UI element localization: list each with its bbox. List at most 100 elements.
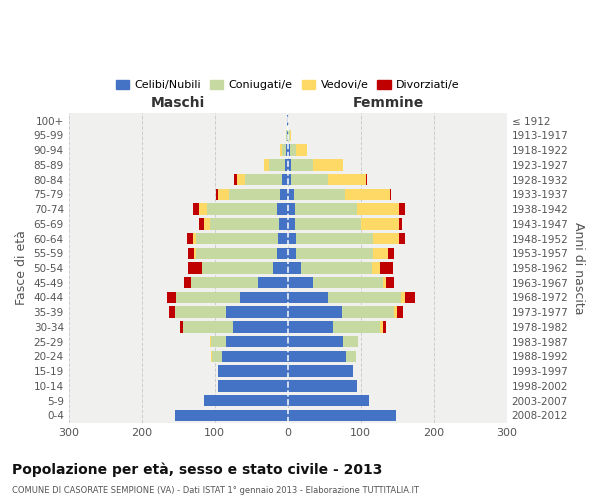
Bar [286,130,287,141]
Text: COMUNE DI CASORATE SEMPIONE (VA) - Dati ISTAT 1° gennaio 2013 - Elaborazione TUT: COMUNE DI CASORATE SEMPIONE (VA) - Dati … [12,486,419,495]
Bar [218,366,287,377]
Bar [209,336,287,347]
Bar [222,350,287,362]
Bar [287,159,290,170]
Bar [278,233,287,244]
Bar [287,306,343,318]
Bar [191,277,287,288]
Bar [226,336,287,347]
Bar [287,159,343,170]
Bar [209,336,287,347]
Bar [282,174,287,186]
Bar [194,248,287,259]
Bar [202,262,287,274]
Bar [183,321,287,332]
Bar [175,410,287,421]
Bar [287,174,366,186]
Bar [287,262,301,274]
Bar [287,350,356,362]
Bar [287,204,405,215]
Bar [287,336,358,347]
Bar [287,204,357,215]
Bar [287,395,370,406]
Bar [169,306,287,318]
Bar [218,366,287,377]
Bar [287,350,356,362]
Bar [287,380,357,392]
Bar [287,395,370,406]
Y-axis label: Anni di nascita: Anni di nascita [572,222,585,314]
Bar [287,188,344,200]
Bar [193,204,287,215]
Bar [287,174,367,186]
Bar [287,366,353,377]
Bar [282,144,287,156]
Bar [235,174,287,186]
Bar [202,262,287,274]
Bar [287,130,290,141]
Bar [199,218,287,230]
Bar [204,395,287,406]
Bar [287,144,307,156]
Bar [280,188,287,200]
Bar [191,277,287,288]
Bar [287,366,353,377]
Bar [259,277,287,288]
Y-axis label: Fasce di età: Fasce di età [15,230,28,306]
Bar [233,321,287,332]
Bar [287,144,290,156]
Bar [287,130,292,141]
Bar [287,410,396,421]
Bar [287,350,356,362]
Bar [204,395,287,406]
Legend: Celibi/Nubili, Coniugati/e, Vedovi/e, Divorziati/e: Celibi/Nubili, Coniugati/e, Vedovi/e, Di… [111,76,464,95]
Bar [218,380,287,392]
Bar [287,410,396,421]
Bar [216,188,287,200]
Bar [287,395,370,406]
Bar [287,336,343,347]
Bar [287,218,398,230]
Bar [287,277,386,288]
Bar [287,115,289,126]
Bar [280,144,287,156]
Bar [287,306,397,318]
Bar [196,233,287,244]
Bar [286,130,287,141]
Bar [193,233,287,244]
Bar [226,306,287,318]
Bar [188,262,287,274]
Bar [175,410,287,421]
Bar [245,174,287,186]
Bar [287,115,289,126]
Bar [269,159,287,170]
Bar [183,321,287,332]
Bar [287,380,357,392]
Bar [229,188,287,200]
Bar [285,159,287,170]
Bar [287,292,404,303]
Bar [287,321,333,332]
Bar [287,115,289,126]
Bar [179,321,287,332]
Bar [218,380,287,392]
Bar [287,366,353,377]
Bar [208,204,287,215]
Bar [287,130,292,141]
Bar [287,174,328,186]
Bar [287,306,394,318]
Bar [279,218,287,230]
Bar [287,248,394,259]
Bar [287,277,383,288]
Bar [287,262,393,274]
Bar [265,159,287,170]
Bar [218,366,287,377]
Text: Popolazione per età, sesso e stato civile - 2013: Popolazione per età, sesso e stato civil… [12,462,382,477]
Bar [287,144,307,156]
Bar [287,188,391,200]
Bar [287,174,292,186]
Bar [287,218,403,230]
Bar [287,321,383,332]
Bar [218,366,287,377]
Bar [187,233,287,244]
